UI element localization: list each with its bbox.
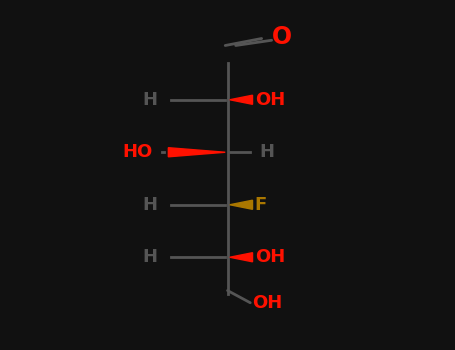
Text: H: H [142, 248, 157, 266]
Polygon shape [168, 148, 225, 157]
Text: H: H [142, 91, 157, 109]
Polygon shape [230, 95, 253, 104]
Text: HO: HO [123, 143, 153, 161]
Text: OH: OH [255, 248, 285, 266]
Text: OH: OH [255, 91, 285, 109]
Text: O: O [272, 25, 292, 49]
Text: OH: OH [253, 294, 283, 312]
Text: H: H [259, 143, 274, 161]
Polygon shape [230, 200, 253, 209]
Polygon shape [230, 253, 253, 262]
Text: F: F [255, 196, 267, 214]
Text: H: H [142, 196, 157, 214]
